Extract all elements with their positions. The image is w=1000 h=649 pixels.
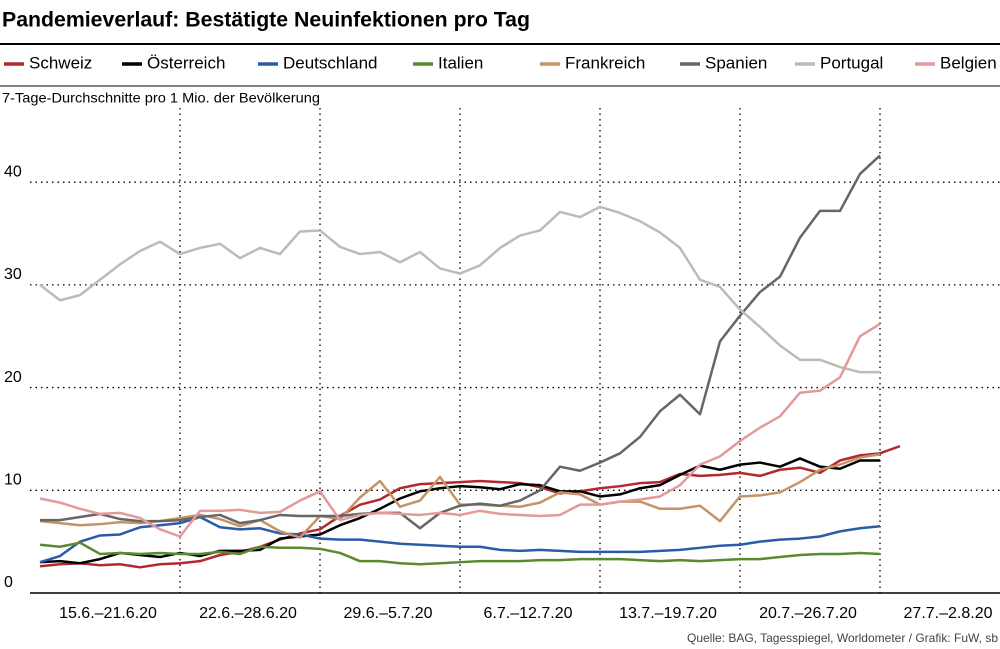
- series-line: [39, 444, 901, 569]
- x-tick-label: 20.7.–26.7.20: [759, 605, 857, 622]
- y-tick-label: 0: [4, 574, 13, 591]
- source: Quelle: BAG, Tagesspiegel, Worldometer /…: [687, 631, 998, 645]
- y-tick-label: 20: [4, 369, 22, 386]
- series-line: [39, 205, 880, 374]
- x-tick-label: 22.6.–28.6.20: [199, 605, 297, 622]
- legend-label: Frankreich: [565, 53, 645, 72]
- legend-label: Schweiz: [29, 53, 92, 72]
- x-tick-label: 27.7.–2.8.20: [904, 605, 993, 622]
- legend-label: Belgien: [940, 53, 997, 72]
- y-tick-label: 30: [4, 266, 22, 283]
- x-tick-label: 13.7.–19.7.20: [619, 605, 717, 622]
- x-tick-label: 6.7.–12.7.20: [484, 605, 573, 622]
- subtitle: 7-Tage-Durchschnitte pro 1 Mio. der Bevö…: [2, 90, 320, 106]
- legend-label: Deutschland: [283, 53, 378, 72]
- legend-label: Portugal: [820, 53, 883, 72]
- chart-title: Pandemieverlauf: Bestätigte Neuinfektion…: [2, 9, 530, 32]
- series-line: [39, 541, 881, 566]
- x-tick-label: 29.6.–5.7.20: [344, 605, 433, 622]
- y-tick-label: 40: [4, 163, 22, 180]
- series-line: [39, 322, 881, 538]
- legend-label: Italien: [438, 53, 483, 72]
- legend-label: Österreich: [147, 53, 225, 72]
- y-tick-label: 10: [4, 472, 22, 489]
- legend-label: Spanien: [705, 53, 767, 72]
- series-line: [39, 515, 881, 564]
- x-tick-label: 15.6.–21.6.20: [59, 605, 157, 622]
- series-line: [40, 154, 881, 530]
